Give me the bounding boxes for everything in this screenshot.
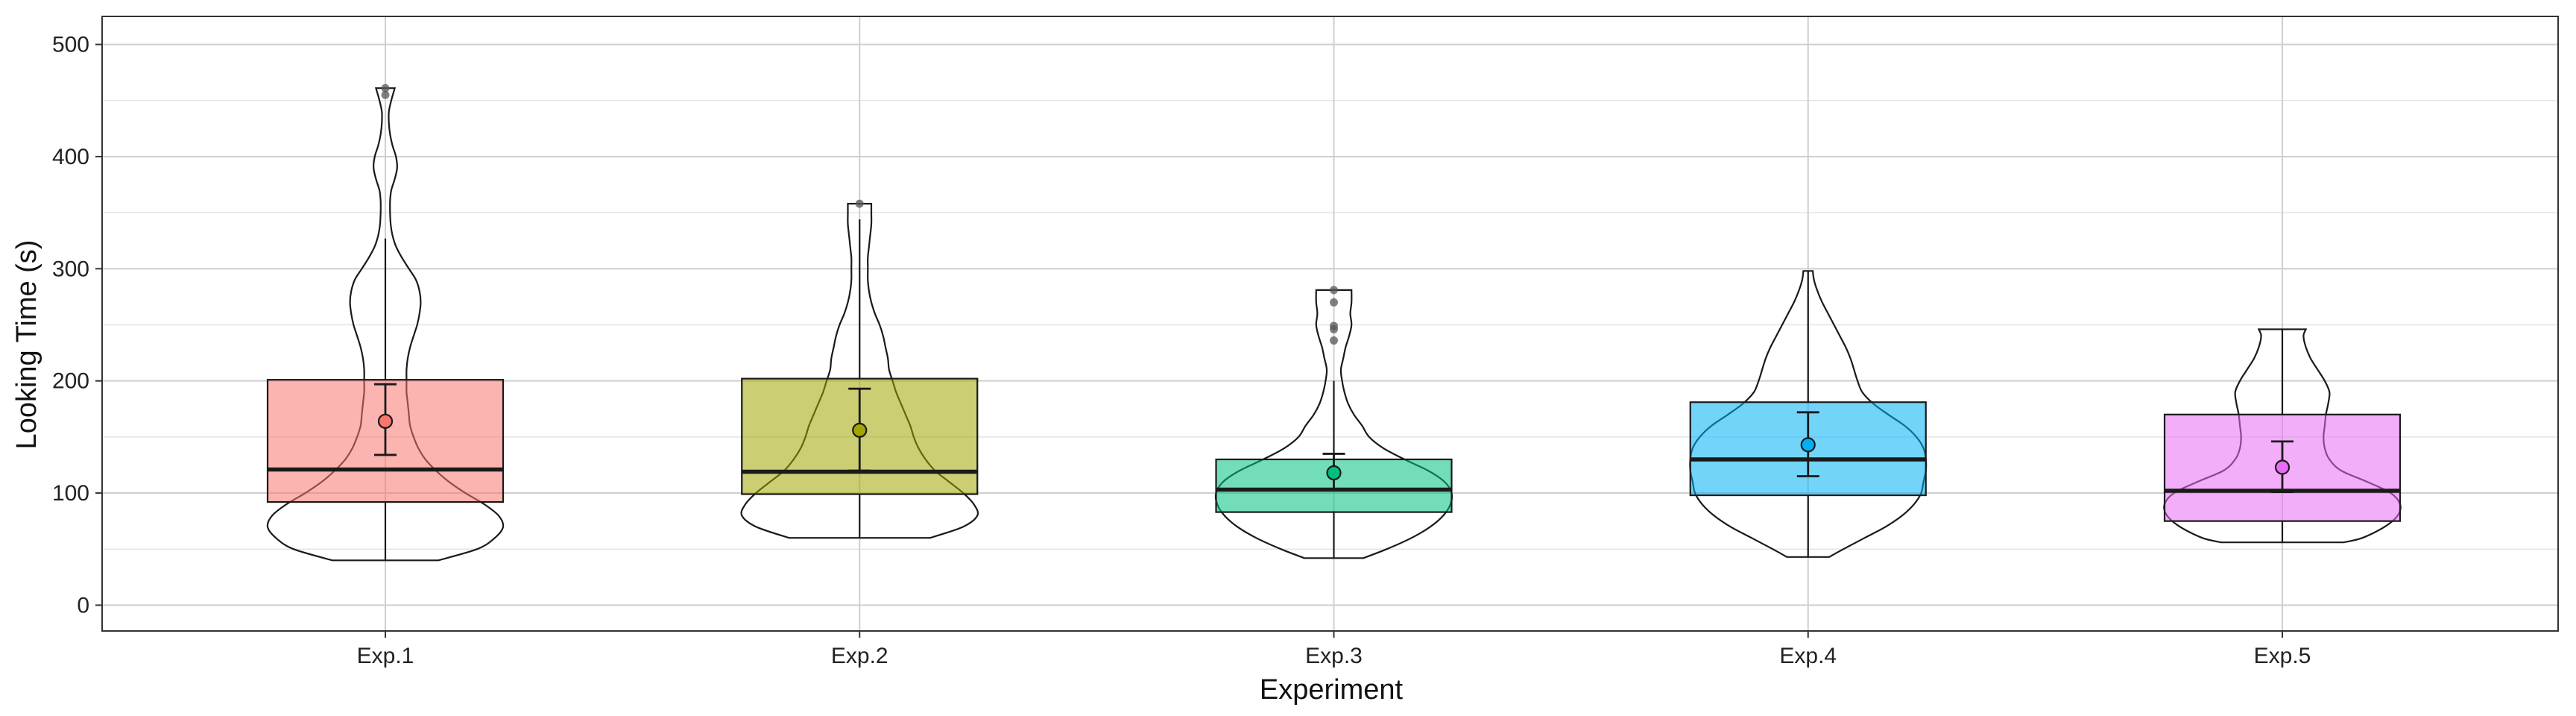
outlier-point bbox=[381, 84, 390, 92]
x-tick-label: Exp.1 bbox=[357, 644, 414, 668]
series-group-Exp.5 bbox=[2163, 328, 2402, 544]
series-group-Exp.4 bbox=[1689, 270, 1928, 558]
outlier-point bbox=[1330, 286, 1338, 295]
series-group-Exp.3 bbox=[1214, 286, 1453, 559]
mean-point bbox=[2274, 459, 2291, 475]
axes: 0 100 200 300 400 500 Exp.1 Exp.2 Exp.3 Exp.4 Exp.… bbox=[52, 33, 2311, 668]
x-axis-title: Experiment bbox=[1260, 674, 1404, 706]
mean-point bbox=[1800, 437, 1816, 453]
panel-border bbox=[101, 16, 2559, 632]
y-tick-label: 400 bbox=[52, 145, 89, 169]
outlier-point bbox=[1330, 336, 1338, 345]
y-tick-label: 100 bbox=[52, 481, 89, 506]
x-tick-label: Exp.2 bbox=[831, 644, 888, 668]
mean-point bbox=[1326, 465, 1342, 481]
y-tick-label: 300 bbox=[52, 257, 89, 281]
series-group-Exp.2 bbox=[740, 199, 979, 539]
series-group-Exp.1 bbox=[266, 84, 505, 562]
y-tick-label: 0 bbox=[77, 593, 89, 618]
y-tick-label: 500 bbox=[52, 33, 89, 57]
outlier-point bbox=[855, 199, 864, 208]
x-tick-label: Exp.5 bbox=[2254, 644, 2311, 668]
plot-area bbox=[266, 84, 2402, 562]
gridlines bbox=[102, 16, 2558, 631]
panel-background bbox=[102, 16, 2558, 631]
outlier-point bbox=[1330, 298, 1338, 307]
outlier-point bbox=[1330, 321, 1338, 330]
x-tick-label: Exp.4 bbox=[1779, 644, 1837, 668]
y-axis-title: Looking Time (s) bbox=[11, 240, 42, 450]
outlier-point bbox=[381, 90, 390, 99]
mean-point bbox=[377, 413, 394, 429]
y-tick-label: 200 bbox=[52, 369, 89, 394]
mean-point bbox=[852, 422, 868, 438]
x-tick-label: Exp.3 bbox=[1305, 644, 1363, 668]
